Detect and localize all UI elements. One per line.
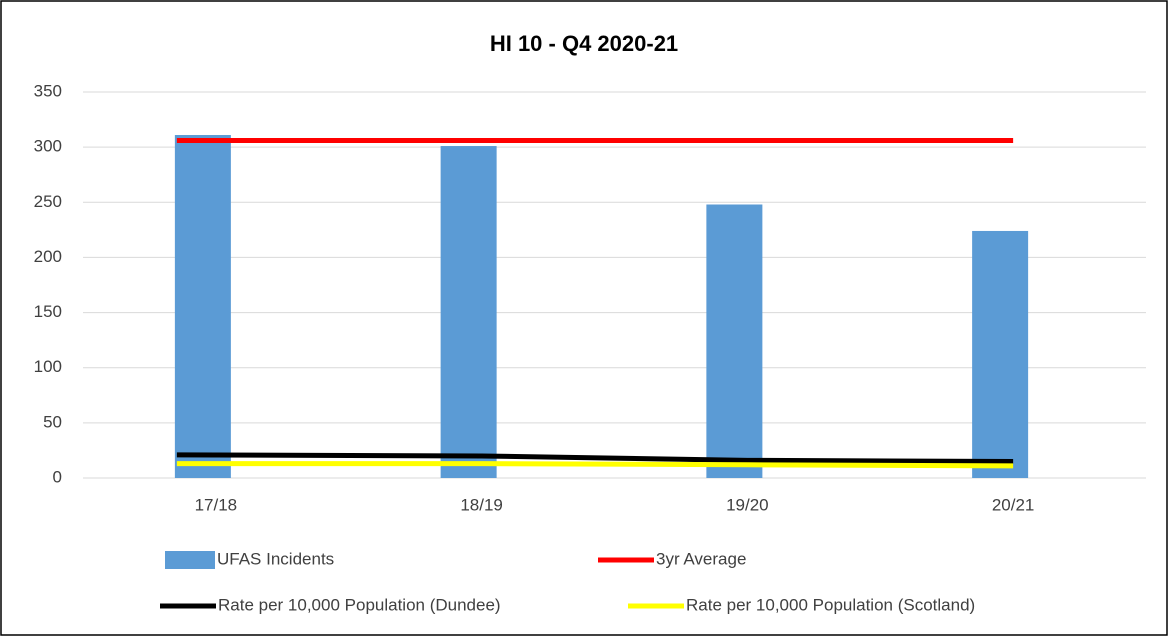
bar xyxy=(706,204,763,478)
chart-title: HI 10 - Q4 2020-21 xyxy=(490,31,678,56)
line xyxy=(176,452,1014,464)
x-tick-label: 20/21 xyxy=(992,495,1035,514)
legend-label: Rate per 10,000 Population (Scotland) xyxy=(686,595,975,614)
legend-label: Rate per 10,000 Population (Dundee) xyxy=(218,595,501,614)
y-tick-label: 300 xyxy=(34,137,62,156)
legend-label: UFAS Incidents xyxy=(217,549,334,568)
bar xyxy=(440,146,497,479)
y-tick-label: 0 xyxy=(53,467,62,486)
x-tick-label: 18/19 xyxy=(460,495,503,514)
bar xyxy=(174,135,231,479)
x-tick-label: 17/18 xyxy=(195,495,238,514)
y-tick-label: 100 xyxy=(34,357,62,376)
legend-swatch xyxy=(165,551,215,569)
x-tick-label: 19/20 xyxy=(726,495,769,514)
line xyxy=(176,461,1014,469)
y-tick-label: 50 xyxy=(43,412,62,431)
y-tick-label: 250 xyxy=(34,192,62,211)
y-tick-label: 350 xyxy=(34,81,62,100)
bar xyxy=(972,230,1029,478)
y-tick-label: 150 xyxy=(34,302,62,321)
y-tick-label: 200 xyxy=(34,247,62,266)
legend-label: 3yr Average xyxy=(656,549,746,568)
